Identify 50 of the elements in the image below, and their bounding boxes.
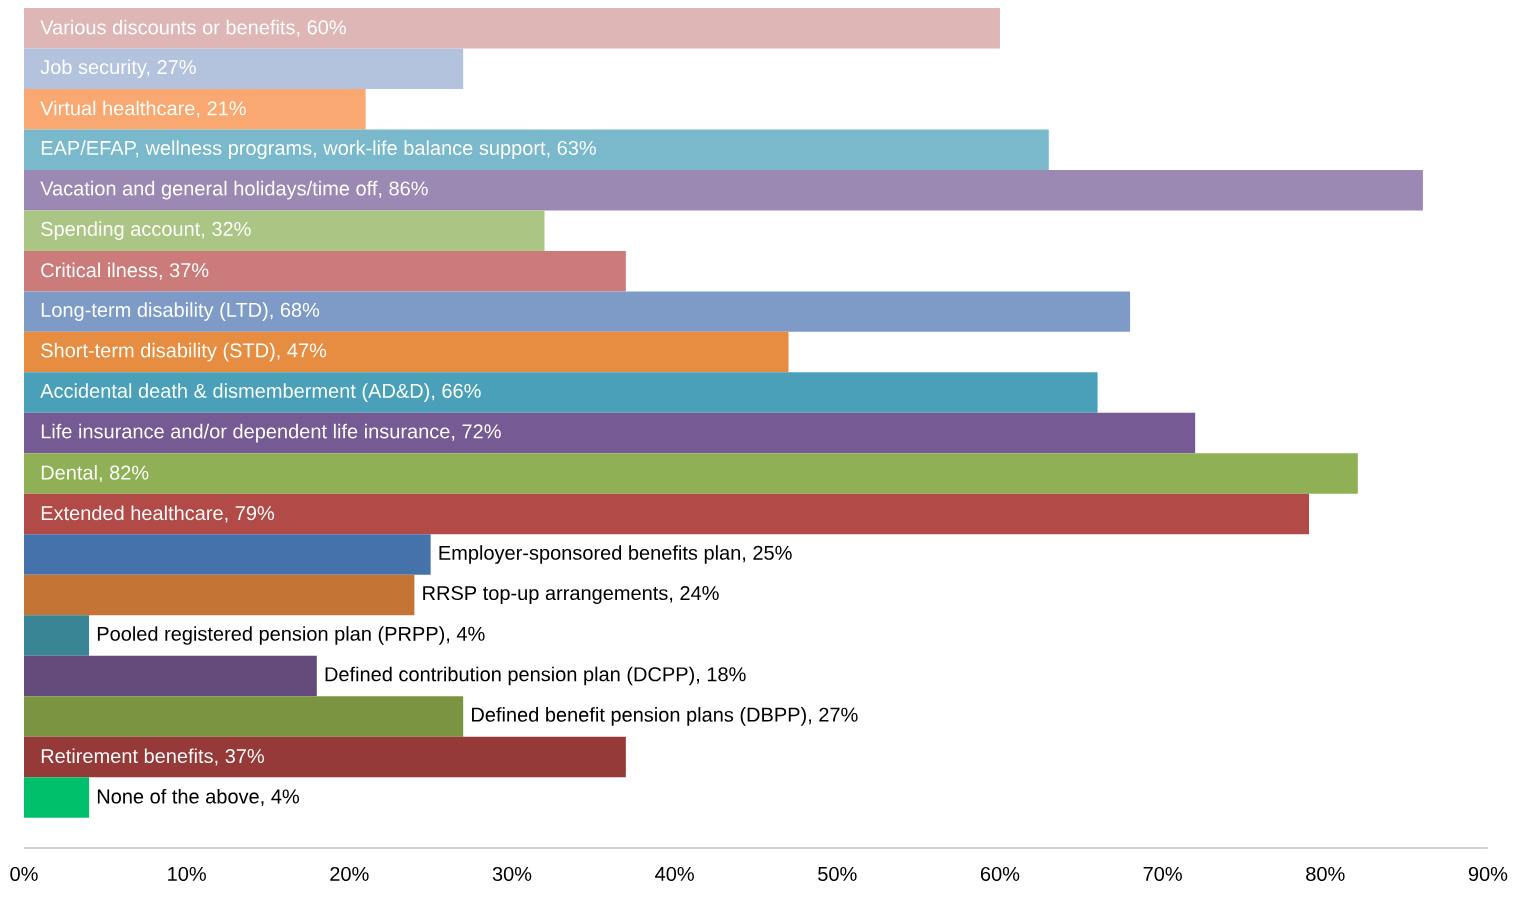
y-tick-label: RRSP top-up arrangements, 24% — [423, 585, 719, 605]
y-tick-label: Defined contribution pension plan (DCPP), 18% — [325, 666, 746, 686]
x-tick-label: 80% — [1306, 866, 1345, 882]
y-tick-label: Employer-sponsored benefits plan, 25% — [439, 545, 792, 564]
y-tick-label: Accidental death & dismemberment (AD&D), 66% — [40, 383, 481, 402]
bar — [24, 534, 431, 575]
x-tick-label: 60% — [980, 866, 1020, 882]
bar — [24, 88, 366, 130]
bar — [24, 250, 626, 292]
bar — [24, 412, 1196, 454]
bar — [24, 210, 545, 251]
bar — [24, 655, 317, 697]
y-tick-label: Defined benefit pension plans (DBPP), 27% — [472, 707, 858, 726]
x-tick-label: 20% — [330, 866, 369, 882]
x-tick-label: 90% — [1468, 866, 1508, 882]
y-tick-label: Vacation and general holidays/time off, 86% — [40, 180, 428, 200]
y-tick-label: Life insurance and/or dependent life insurance, 72% — [41, 423, 501, 443]
y-tick-label: Retirement benefits, 37% — [41, 748, 265, 766]
x-tick-label: 0% — [10, 866, 38, 882]
y-tick-label: Spending account, 32% — [41, 221, 251, 240]
bar — [24, 777, 90, 818]
y-tick-label: None of the above, 4% — [97, 788, 299, 806]
y-tick-label: EAP/EFAP, wellness programs, work-life balance support, 63% — [41, 140, 596, 160]
y-tick-label: Short-term disability (STD), 47% — [41, 342, 327, 362]
bar — [24, 331, 789, 373]
bar — [24, 453, 1358, 494]
bar — [24, 615, 90, 656]
y-tick-label: Dental, 82% — [41, 465, 149, 483]
x-tick-label: 30% — [492, 866, 532, 882]
y-tick-label: Critical ilness, 37% — [41, 262, 209, 280]
bar — [24, 372, 1098, 413]
y-tick-label: Various discounts or benefits, 60% — [40, 19, 346, 37]
bar — [24, 574, 415, 616]
y-tick-label: Long-term disability (LTD), 68% — [41, 302, 320, 321]
bar — [24, 169, 1423, 211]
x-tick-label: 50% — [818, 866, 857, 882]
x-tick-label: 70% — [1143, 866, 1182, 882]
y-tick-label: Virtual healthcare, 21% — [40, 100, 246, 118]
y-tick-label: Job security, 27% — [40, 59, 196, 79]
bar — [24, 48, 464, 89]
x-tick-label: 40% — [655, 866, 694, 882]
x-tick-label: 10% — [168, 866, 206, 882]
y-tick-label: Extended healthcare, 79% — [41, 505, 275, 523]
bar — [24, 736, 626, 778]
bar — [24, 8, 1000, 49]
bar — [24, 696, 464, 737]
bar — [24, 493, 1310, 535]
bar — [24, 129, 1049, 170]
y-tick-label: Pooled registered pension plan (PRPP), 4% — [97, 626, 485, 645]
bar — [24, 291, 1131, 332]
